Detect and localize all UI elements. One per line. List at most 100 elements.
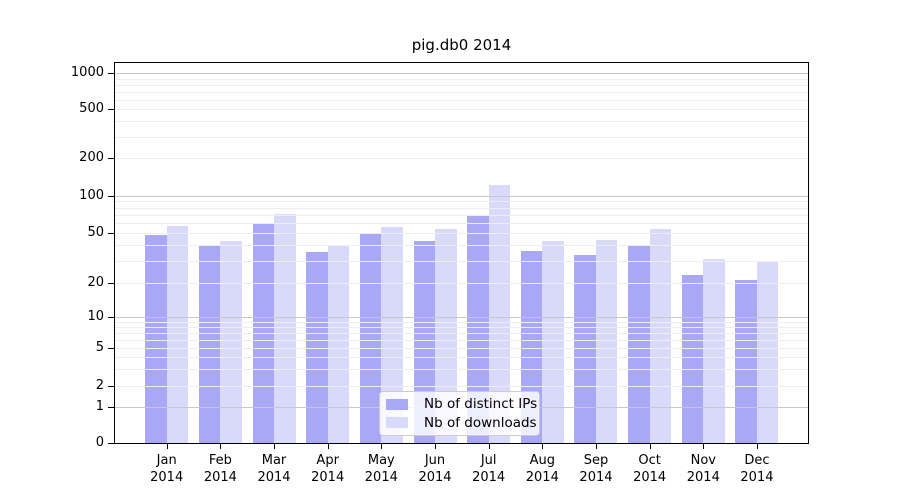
- x-tick: [328, 444, 329, 449]
- y-tick-label: 20: [87, 274, 104, 290]
- legend-label-downloads: Nb of downloads: [424, 414, 537, 431]
- y-tick: [108, 386, 115, 387]
- bar-distinct-ips-nov: [681, 275, 704, 443]
- x-tick-label: Oct 2014: [633, 453, 667, 485]
- y-tick-label: 100: [79, 187, 104, 203]
- legend-swatch-distinct-ips: [386, 398, 408, 410]
- bar-downloads-oct: [649, 228, 672, 443]
- gridline-minor: [115, 136, 808, 138]
- chart-title: pig.db0 2014: [411, 36, 512, 54]
- gridline-minor: [115, 99, 808, 101]
- y-tick-label: 1000: [70, 65, 104, 81]
- x-tick: [274, 444, 275, 449]
- x-tick: [757, 444, 758, 449]
- x-tick-label: Sep 2014: [579, 453, 613, 485]
- y-tick: [108, 158, 115, 159]
- x-tick: [167, 444, 168, 449]
- y-tick-label: 0: [95, 435, 104, 450]
- bar-downloads-mar: [274, 213, 296, 443]
- y-tick-label: 5: [95, 340, 104, 356]
- gridline-minor: [115, 201, 808, 203]
- y-tick: [108, 233, 115, 234]
- x-tick: [703, 444, 704, 449]
- gridline-minor: [115, 348, 808, 350]
- y-tick: [108, 283, 115, 284]
- gridline-minor: [115, 369, 808, 371]
- bar-downloads-feb: [220, 240, 242, 443]
- bar-distinct-ips-mar: [252, 222, 275, 443]
- x-tick-label: Feb 2014: [203, 453, 237, 485]
- y-tick-label: 500: [79, 101, 104, 117]
- x-tick-label: May 2014: [364, 453, 398, 485]
- gridline-minor: [115, 207, 808, 209]
- gridline-minor: [115, 84, 808, 86]
- bar-downloads-jul: [488, 184, 511, 443]
- bar-distinct-ips-may: [359, 232, 382, 443]
- gridline-minor: [115, 232, 808, 234]
- y-tick: [108, 317, 115, 318]
- gridline-minor: [115, 322, 808, 323]
- bar-distinct-ips-dec: [735, 280, 757, 443]
- legend-label-distinct-ips: Nb of distinct IPs: [424, 396, 538, 413]
- gridline-minor: [115, 91, 808, 93]
- x-tick-label: Jan 2014: [150, 453, 184, 485]
- gridline-minor: [115, 386, 808, 387]
- bar-downloads-may: [381, 226, 403, 443]
- bar-downloads-nov: [703, 258, 725, 443]
- gridline-major: [115, 317, 808, 319]
- x-tick-label: Dec 2014: [740, 453, 774, 485]
- x-tick: [489, 444, 490, 449]
- x-tick-label: Jun 2014: [418, 453, 452, 485]
- y-tick-label: 200: [79, 150, 104, 166]
- gridline-major: [115, 195, 808, 197]
- x-tick: [381, 444, 382, 449]
- y-tick: [108, 73, 115, 74]
- bar-distinct-ips-apr: [306, 252, 328, 443]
- gridline-minor: [115, 327, 808, 329]
- y-tick: [108, 348, 115, 349]
- y-tick-label: 1: [95, 399, 104, 415]
- bar-distinct-ips-feb: [198, 244, 221, 443]
- gridline-minor: [115, 357, 808, 359]
- x-tick-label: Jul 2014: [472, 453, 506, 485]
- x-tick: [650, 444, 651, 449]
- gridline-minor: [115, 158, 808, 160]
- legend: Nb of distinct IPs Nb of downloads: [379, 391, 540, 436]
- plot-area: [114, 62, 809, 444]
- bar-downloads-sep: [595, 239, 618, 443]
- gridline-major: [115, 73, 808, 75]
- gridline-minor: [115, 222, 808, 224]
- y-tick: [108, 109, 115, 110]
- x-tick-label: Apr 2014: [311, 453, 345, 485]
- gridline-minor: [115, 109, 808, 111]
- x-tick: [220, 444, 221, 449]
- y-tick: [108, 196, 115, 197]
- y-tick-label: 2: [95, 378, 104, 393]
- gridline-minor: [115, 78, 808, 80]
- bar-distinct-ips-oct: [628, 246, 650, 443]
- bar-downloads-jan: [166, 225, 189, 443]
- x-tick: [542, 444, 543, 449]
- x-tick-label: Mar 2014: [257, 453, 291, 485]
- bar-downloads-dec: [756, 260, 779, 443]
- gridline-minor: [115, 121, 808, 123]
- gridline-minor: [115, 214, 808, 216]
- gridline-minor: [115, 340, 808, 342]
- bar-downloads-apr: [327, 244, 350, 443]
- gridline-minor: [115, 260, 808, 262]
- bar-distinct-ips-jan: [145, 234, 167, 443]
- gridline-minor: [115, 282, 808, 284]
- x-tick-label: Aug 2014: [525, 453, 559, 485]
- legend-swatch-downloads: [386, 417, 408, 429]
- legend-entry-downloads: Nb of downloads: [386, 415, 537, 431]
- gridline-minor: [115, 333, 808, 335]
- x-tick: [596, 444, 597, 449]
- x-tick: [435, 444, 436, 449]
- legend-entry-distinct-ips: Nb of distinct IPs: [386, 396, 537, 412]
- y-tick: [108, 407, 115, 408]
- gridline-minor: [115, 244, 808, 246]
- grid-layer: [115, 63, 808, 443]
- x-tick-label: Nov 2014: [686, 453, 720, 485]
- bar-distinct-ips-jul: [467, 214, 489, 443]
